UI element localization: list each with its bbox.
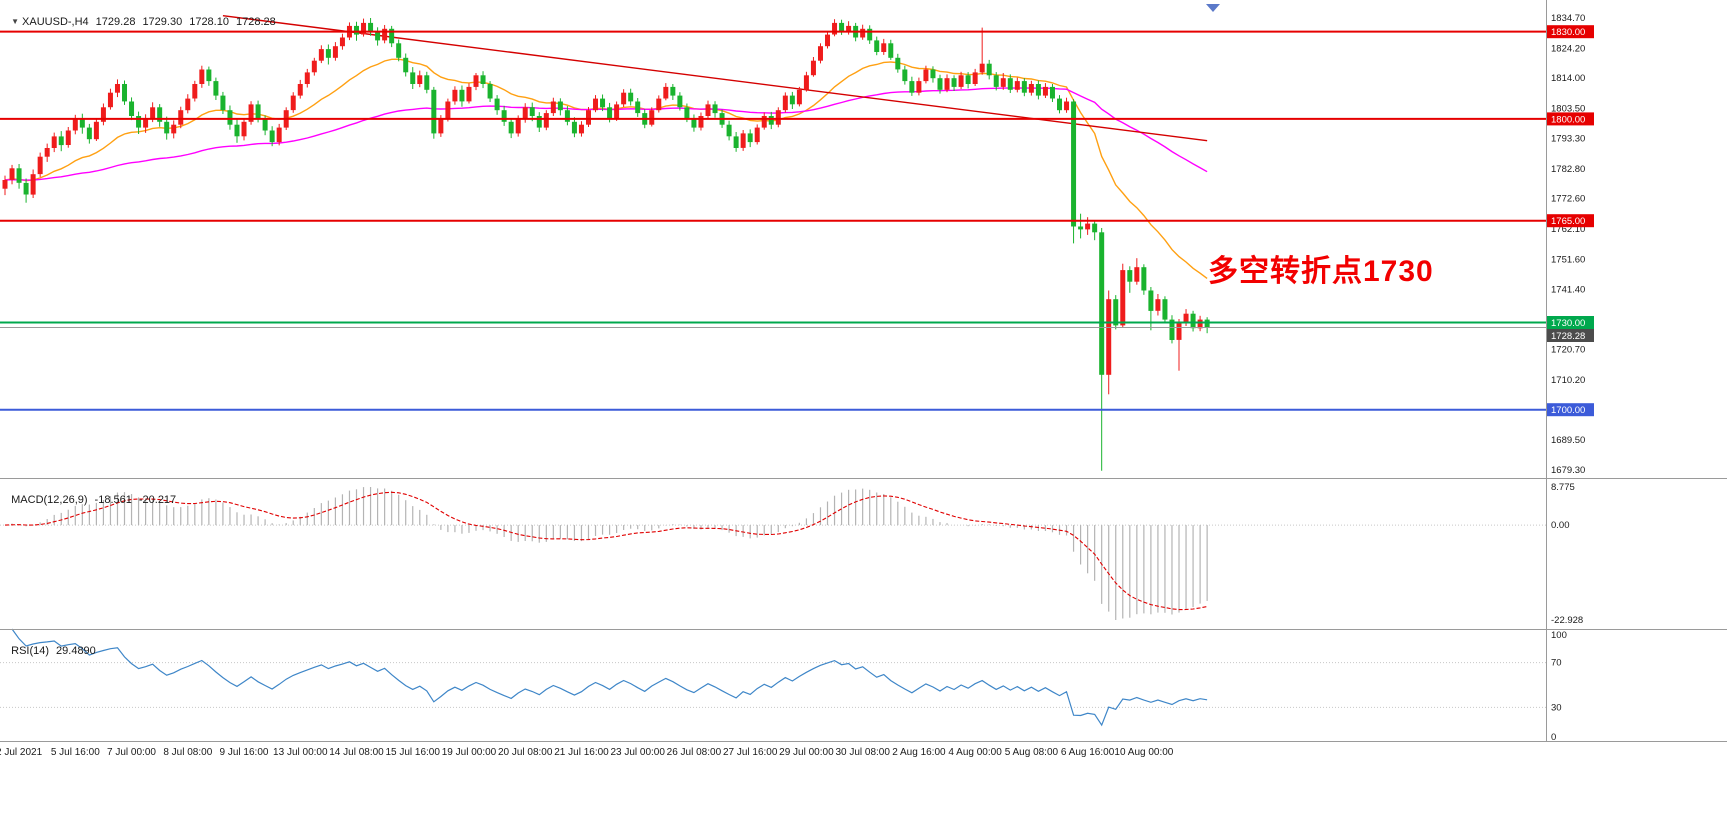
open-value: 1729.28 xyxy=(95,16,136,28)
svg-text:6 Aug 16:00: 6 Aug 16:00 xyxy=(1061,747,1115,758)
svg-text:1830.00: 1830.00 xyxy=(1551,27,1585,38)
price-line-label xyxy=(1547,316,1594,329)
macd-signal-value: -20.217 xyxy=(138,494,177,506)
price-line-label xyxy=(1547,25,1594,39)
symbol-marker-icon: ▼ xyxy=(11,17,20,26)
moving-averages xyxy=(4,58,1208,279)
svg-text:1728.28: 1728.28 xyxy=(1551,331,1585,342)
svg-text:1679.30: 1679.30 xyxy=(1551,465,1585,476)
svg-text:5 Aug 08:00: 5 Aug 08:00 xyxy=(1005,747,1059,758)
svg-text:1782.80: 1782.80 xyxy=(1551,164,1585,175)
svg-text:1834.70: 1834.70 xyxy=(1551,13,1585,24)
rsi-axis-labels: 100 70 30 0 xyxy=(1551,630,1567,743)
rsi-plot xyxy=(0,628,1546,727)
rsi-pane[interactable] xyxy=(0,629,1546,741)
svg-text:1751.60: 1751.60 xyxy=(1551,255,1585,266)
annotation-text[interactable]: 多空转折点1730 xyxy=(1208,255,1434,288)
svg-text:1741.40: 1741.40 xyxy=(1551,284,1585,295)
svg-text:20 Jul 08:00: 20 Jul 08:00 xyxy=(498,747,553,758)
svg-text:70: 70 xyxy=(1551,658,1562,669)
svg-text:1800.00: 1800.00 xyxy=(1551,114,1585,125)
price-axis-tick-labels: 1834.70 1824.20 1814.00 1803.50 1793.30 1782.… xyxy=(1551,13,1585,476)
svg-text:29 Jul 00:00: 29 Jul 00:00 xyxy=(779,747,834,758)
rsi-indicator-label: RSI(14) 29.4890 xyxy=(5,633,96,657)
rsi-label: RSI(14) xyxy=(11,645,50,657)
svg-text:1762.10: 1762.10 xyxy=(1551,224,1585,235)
svg-text:1730.00: 1730.00 xyxy=(1551,318,1585,329)
svg-text:10 Aug 00:00: 10 Aug 00:00 xyxy=(1114,747,1173,758)
low-value: 1728.10 xyxy=(189,16,229,28)
svg-text:7 Jul 00:00: 7 Jul 00:00 xyxy=(107,747,156,758)
svg-text:1772.60: 1772.60 xyxy=(1551,194,1585,205)
svg-text:30 Jul 08:00: 30 Jul 08:00 xyxy=(835,747,890,758)
svg-text:100: 100 xyxy=(1551,630,1567,641)
svg-text:30: 30 xyxy=(1551,702,1562,713)
macd-label: MACD(12,26,9) xyxy=(11,494,88,506)
slow-ma xyxy=(4,87,1208,181)
price-line-labels: 1830.00 1800.00 1765.00 1730.00 1700.00 1728.… xyxy=(1547,25,1594,417)
close-value: 1728.28 xyxy=(235,16,276,28)
svg-text:14 Jul 08:00: 14 Jul 08:00 xyxy=(329,747,384,758)
symbol-ohlc-readout: ▼ XAUUSD-,H4 1729.28 1729.30 1728.10 1728.28 xyxy=(5,4,276,28)
svg-text:1793.30: 1793.30 xyxy=(1551,133,1585,144)
svg-text:13 Jul 00:00: 13 Jul 00:00 xyxy=(273,747,328,758)
svg-text:8 Jul 08:00: 8 Jul 08:00 xyxy=(163,747,212,758)
svg-text:1803.50: 1803.50 xyxy=(1551,104,1585,115)
macd-axis-labels: 8.775 0.00 -22.928 xyxy=(1551,482,1583,626)
pane-separators xyxy=(0,0,1727,742)
macd-pane[interactable] xyxy=(0,478,1546,629)
svg-text:1824.20: 1824.20 xyxy=(1551,44,1585,55)
horizontal-level-lines xyxy=(0,30,1546,411)
svg-text:0.00: 0.00 xyxy=(1551,520,1570,531)
svg-text:1689.50: 1689.50 xyxy=(1551,435,1585,446)
high-value: 1729.30 xyxy=(142,16,183,28)
svg-text:1765.00: 1765.00 xyxy=(1551,216,1585,227)
macd-main-value: -18.561 xyxy=(94,494,132,506)
svg-text:23 Jul 00:00: 23 Jul 00:00 xyxy=(610,747,665,758)
svg-text:0: 0 xyxy=(1551,732,1556,743)
price-axis[interactable] xyxy=(1546,0,1727,741)
svg-text:-22.928: -22.928 xyxy=(1551,615,1583,626)
time-axis[interactable] xyxy=(0,741,1727,762)
svg-text:15 Jul 16:00: 15 Jul 16:00 xyxy=(385,747,440,758)
svg-text:21 Jul 16:00: 21 Jul 16:00 xyxy=(554,747,609,758)
price-line-label xyxy=(1547,403,1594,417)
rsi-value: 29.4890 xyxy=(56,645,96,657)
svg-text:8.775: 8.775 xyxy=(1551,482,1575,493)
svg-text:1814.00: 1814.00 xyxy=(1551,73,1585,84)
price-line-label xyxy=(1547,329,1594,342)
svg-text:27 Jul 16:00: 27 Jul 16:00 xyxy=(723,747,778,758)
time-axis-labels: 2 Jul 2021 5 Jul 16:00 7 Jul 00:00 8 Jul 08… xyxy=(0,747,1174,758)
svg-text:5 Jul 16:00: 5 Jul 16:00 xyxy=(51,747,100,758)
svg-text:26 Jul 08:00: 26 Jul 08:00 xyxy=(667,747,722,758)
svg-text:1700.00: 1700.00 xyxy=(1551,405,1585,416)
price-line-label xyxy=(1547,214,1594,228)
macd-plot xyxy=(0,487,1546,620)
price-line-label xyxy=(1547,112,1594,126)
chart-shift-marker xyxy=(1206,4,1220,12)
macd-indicator-label: MACD(12,26,9) -18.561 -20.217 xyxy=(5,482,176,506)
symbol-period-label: XAUUSD-,H4 xyxy=(22,16,89,28)
candles xyxy=(2,18,1210,471)
price-pane[interactable] xyxy=(0,0,1546,478)
svg-text:4 Aug 00:00: 4 Aug 00:00 xyxy=(948,747,1002,758)
svg-text:1710.20: 1710.20 xyxy=(1551,375,1585,386)
svg-text:2 Jul 2021: 2 Jul 2021 xyxy=(0,747,43,758)
svg-text:19 Jul 00:00: 19 Jul 00:00 xyxy=(442,747,497,758)
svg-text:9 Jul 16:00: 9 Jul 16:00 xyxy=(220,747,269,758)
svg-text:1720.70: 1720.70 xyxy=(1551,345,1585,356)
svg-text:2 Aug 16:00: 2 Aug 16:00 xyxy=(892,747,946,758)
